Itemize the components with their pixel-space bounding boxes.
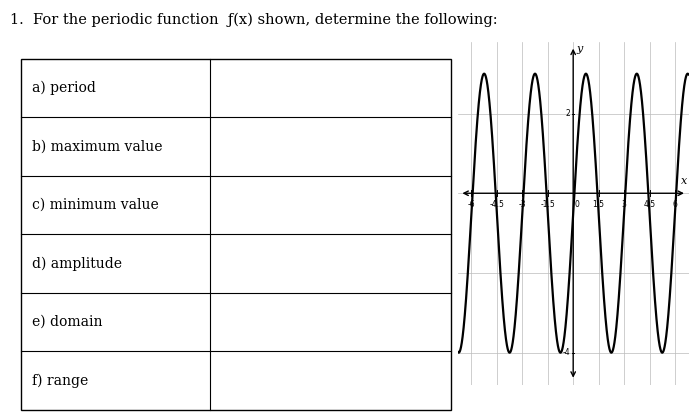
Text: 1.5: 1.5 <box>593 200 605 209</box>
Text: 4.5: 4.5 <box>644 200 656 209</box>
Text: -3: -3 <box>519 200 526 209</box>
Text: -6: -6 <box>468 200 475 209</box>
Text: 0: 0 <box>575 200 579 209</box>
Text: f) range: f) range <box>31 373 88 387</box>
Text: -4: -4 <box>563 348 570 357</box>
Text: e) domain: e) domain <box>31 315 102 329</box>
Text: 2: 2 <box>565 109 570 118</box>
Text: c) minimum value: c) minimum value <box>31 198 159 212</box>
Text: x: x <box>682 176 688 186</box>
Text: y: y <box>576 44 582 54</box>
Text: 3: 3 <box>621 200 626 209</box>
Text: d) amplitude: d) amplitude <box>31 256 122 270</box>
Text: 1.  For the periodic function  ƒ(x) shown, determine the following:: 1. For the periodic function ƒ(x) shown,… <box>10 13 498 27</box>
Text: a) period: a) period <box>31 81 96 95</box>
Text: -1.5: -1.5 <box>540 200 555 209</box>
Text: -4.5: -4.5 <box>489 200 504 209</box>
Text: b) maximum value: b) maximum value <box>31 139 162 153</box>
Text: 6: 6 <box>672 200 677 209</box>
